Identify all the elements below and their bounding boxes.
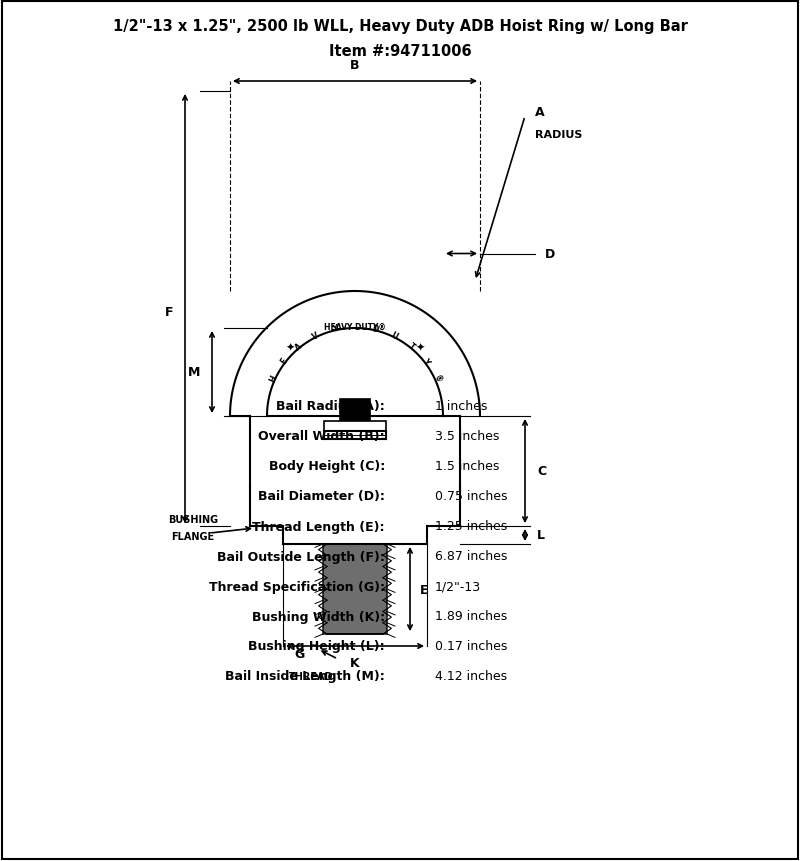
Text: ✦: ✦ (415, 343, 425, 353)
Text: 4.12 inches: 4.12 inches (435, 670, 507, 683)
Text: E: E (420, 583, 429, 596)
Text: L: L (537, 529, 545, 542)
Text: HEAVY DUTY®: HEAVY DUTY® (324, 322, 386, 331)
Text: Overall Width (B):: Overall Width (B): (258, 430, 385, 443)
Text: ✦: ✦ (286, 343, 294, 353)
Text: D: D (371, 324, 379, 334)
Text: T: T (406, 342, 417, 352)
Text: D: D (545, 248, 555, 261)
Text: Thread Specification (G):: Thread Specification (G): (209, 579, 385, 593)
Text: 3.5 inches: 3.5 inches (435, 430, 499, 443)
Text: Y: Y (331, 324, 338, 334)
Text: Thread Length (E):: Thread Length (E): (253, 520, 385, 533)
Text: Bushing Height (L):: Bushing Height (L): (248, 640, 385, 653)
Text: A: A (535, 105, 545, 118)
Bar (324, 422, 386, 431)
Text: Bail Radius (A):: Bail Radius (A): (276, 400, 385, 413)
Text: RADIUS: RADIUS (535, 130, 582, 139)
Text: E: E (279, 356, 290, 366)
Text: B: B (350, 59, 360, 72)
Text: H: H (268, 374, 279, 383)
Text: F: F (165, 305, 173, 318)
Text: 1.89 inches: 1.89 inches (435, 610, 507, 623)
Text: K: K (350, 656, 360, 669)
Text: V: V (311, 331, 320, 341)
Text: A: A (294, 341, 303, 352)
Text: 0.17 inches: 0.17 inches (435, 640, 507, 653)
Text: Body Height (C):: Body Height (C): (269, 460, 385, 473)
Text: Y: Y (421, 356, 431, 366)
Text: ®: ® (431, 373, 442, 384)
Text: U: U (390, 331, 399, 341)
Text: 1.25 inches: 1.25 inches (435, 520, 507, 533)
Text: Item #:94711006: Item #:94711006 (329, 45, 471, 59)
Text: G: G (294, 647, 305, 660)
Text: BUSHING: BUSHING (168, 514, 218, 524)
Text: M: M (188, 366, 200, 379)
Bar (340, 400, 370, 422)
Text: 1.5 inches: 1.5 inches (435, 460, 499, 473)
Text: 1 inches: 1 inches (435, 400, 487, 413)
Text: 6.87 inches: 6.87 inches (435, 550, 507, 563)
Text: 1/2"-13: 1/2"-13 (435, 579, 481, 593)
Text: Bushing Width (K):: Bushing Width (K): (252, 610, 385, 623)
Text: 1/2"-13 x 1.25", 2500 lb WLL, Heavy Duty ADB Hoist Ring w/ Long Bar: 1/2"-13 x 1.25", 2500 lb WLL, Heavy Duty… (113, 20, 687, 34)
Text: THREAD: THREAD (289, 672, 334, 681)
Text: 0.75 inches: 0.75 inches (435, 490, 507, 503)
Text: Bail Outside Length (F):: Bail Outside Length (F): (217, 550, 385, 563)
Text: C: C (537, 465, 546, 478)
Text: Bail Inside Length (M):: Bail Inside Length (M): (226, 670, 385, 683)
Bar (323, 544, 387, 635)
Text: Bail Diameter (D):: Bail Diameter (D): (258, 490, 385, 503)
Text: FLANGE: FLANGE (171, 531, 214, 542)
